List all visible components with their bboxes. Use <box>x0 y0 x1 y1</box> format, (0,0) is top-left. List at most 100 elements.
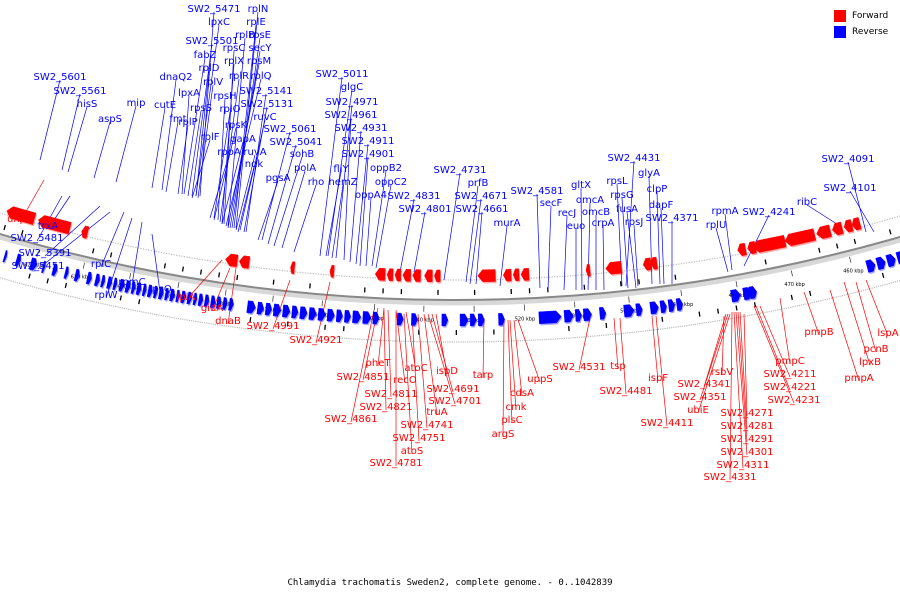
guide-dot <box>544 277 545 278</box>
gene-label: SW2_4911 <box>341 136 394 147</box>
guide-dot <box>320 274 321 275</box>
guide-dot <box>465 341 466 342</box>
guide-dot <box>145 312 146 313</box>
guide-dot <box>271 269 272 270</box>
gene-label: SW2_4481 <box>599 386 652 397</box>
guide-dot <box>128 309 129 310</box>
guide-dot <box>496 341 497 342</box>
guide-dot <box>313 273 314 274</box>
guide-dot <box>593 273 594 274</box>
guide-dot <box>748 252 749 253</box>
guide-dot <box>174 317 175 318</box>
guide-dot <box>548 339 549 340</box>
gc-marker <box>810 291 811 296</box>
gc-marker <box>139 299 140 304</box>
guide-dot <box>878 286 879 287</box>
guide-dot <box>390 340 391 341</box>
guide-dot <box>491 341 492 342</box>
guide-dot <box>344 338 345 339</box>
guide-dot <box>100 239 101 240</box>
guide-dot <box>176 318 177 319</box>
guide-dot <box>676 264 677 265</box>
guide-dot <box>30 286 31 287</box>
guide-dot <box>206 323 207 324</box>
guide-dot <box>636 331 637 332</box>
guide-dot <box>792 306 793 307</box>
guide-dot <box>163 252 164 253</box>
guide-dot <box>122 307 123 308</box>
guide-dot <box>616 333 617 334</box>
leader-line <box>620 318 626 394</box>
guide-dot <box>90 237 91 238</box>
guide-dot <box>788 307 789 308</box>
guide-dot <box>603 335 604 336</box>
guide-dot <box>876 286 877 287</box>
guide-dot <box>17 282 18 283</box>
gene-label: gapA <box>230 134 256 145</box>
guide-dot <box>280 332 281 333</box>
guide-dot <box>834 233 835 234</box>
gene-label: tarp <box>473 370 494 381</box>
guide-dot <box>87 300 88 301</box>
guide-dot <box>456 279 457 280</box>
gene-label: SW2_5471 <box>187 4 240 15</box>
guide-dot <box>805 304 806 305</box>
gc-marker <box>201 270 202 275</box>
reverse-gene-shadow <box>337 311 344 323</box>
guide-dot <box>712 258 713 259</box>
guide-dot <box>169 316 170 317</box>
guide-dot <box>549 277 550 278</box>
guide-dot <box>559 338 560 339</box>
guide-dot <box>171 317 172 318</box>
guide-dot <box>359 339 360 340</box>
gene-label: fusA <box>616 204 638 215</box>
guide-dot <box>889 283 890 284</box>
guide-dot <box>130 309 131 310</box>
guide-dot <box>445 279 446 280</box>
gene-label: ndk <box>245 159 264 170</box>
guide-dot <box>541 277 542 278</box>
gene-label: omcB <box>582 207 610 218</box>
guide-dot <box>85 299 86 300</box>
guide-dot <box>166 253 167 254</box>
leader-line <box>294 185 316 252</box>
gene-label: recO <box>393 375 417 386</box>
guide-dot <box>852 292 853 293</box>
guide-dot <box>709 259 710 260</box>
gene-label: ispD <box>436 366 458 377</box>
leader-line <box>332 185 343 258</box>
guide-dot <box>658 329 659 330</box>
guide-dot <box>719 257 720 258</box>
gene-label: rpmC <box>118 277 145 288</box>
guide-dot <box>769 311 770 312</box>
guide-dot <box>790 307 791 308</box>
leader-line <box>258 181 278 240</box>
guide-dot <box>202 322 203 323</box>
guide-dot <box>15 282 16 283</box>
reverse-gene-shadow <box>867 261 877 274</box>
guide-dot <box>865 289 866 290</box>
guide-dot <box>747 315 748 316</box>
guide-dot <box>266 268 267 269</box>
guide-dot <box>689 262 690 263</box>
guide-dot <box>349 276 350 277</box>
guide-dot <box>471 341 472 342</box>
guide-dot <box>629 332 630 333</box>
guide-dot <box>432 341 433 342</box>
gene-label: gltX <box>571 180 591 191</box>
guide-dot <box>673 327 674 328</box>
guide-dot <box>668 265 669 266</box>
guide-dot <box>536 277 537 278</box>
gc-marker <box>736 306 737 311</box>
guide-dot <box>771 311 772 312</box>
guide-dot <box>681 263 682 264</box>
guide-dot <box>403 341 404 342</box>
gene-label: pmpC <box>775 356 804 367</box>
guide-dot <box>423 341 424 342</box>
guide-dot <box>678 326 679 327</box>
guide-dot <box>546 339 547 340</box>
guide-dot <box>167 316 168 317</box>
guide-dot <box>95 238 96 239</box>
guide-dot <box>11 280 12 281</box>
tick-label: 470 kbp <box>784 282 804 288</box>
